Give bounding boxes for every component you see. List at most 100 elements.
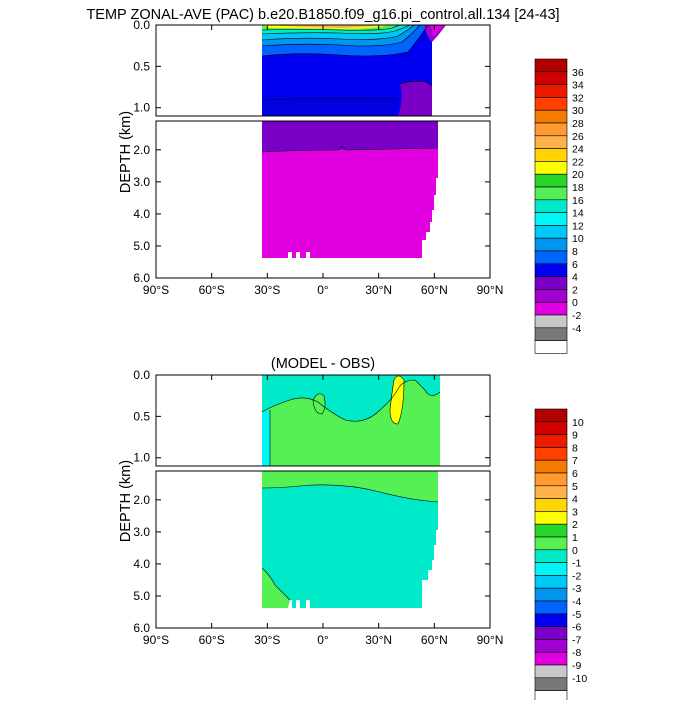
x-tick-label: 60°S <box>199 283 225 297</box>
colorbar-label: -8 <box>572 647 581 659</box>
colorbar-swatch <box>534 613 568 627</box>
y-axis-label-1: DEPTH (km) <box>118 111 134 193</box>
diff-field-lower <box>262 471 438 608</box>
colorbar-swatch <box>534 122 568 137</box>
colorbar-label: 2 <box>572 519 578 531</box>
x-tick-label: 90°N <box>477 283 504 297</box>
colorbar-swatch <box>534 485 568 499</box>
temp-field-lower <box>262 121 438 258</box>
colorbar-swatch <box>534 472 568 487</box>
y-tick-label: 4.0 <box>133 207 150 221</box>
y-tick-label: 5.0 <box>133 589 150 603</box>
y-tick-label: 5.0 <box>133 239 150 253</box>
colorbar-label: 8 <box>572 442 578 454</box>
x-tick-label: 0° <box>317 283 329 297</box>
colorbar-swatch <box>534 289 568 303</box>
y-tick-label: 6.0 <box>133 621 150 635</box>
colorbar-label: -5 <box>572 609 581 621</box>
colorbar-swatch <box>534 84 568 98</box>
colorbar-swatch <box>534 459 568 474</box>
colorbar-swatch <box>534 421 568 435</box>
colorbar-label: 3 <box>572 506 578 518</box>
temp-field-upper <box>262 25 446 116</box>
x-tick-label: 60°N <box>421 633 448 647</box>
x-tick-label: 90°N <box>477 633 504 647</box>
colorbar-label: 7 <box>572 455 578 467</box>
colorbar-swatch <box>534 135 568 149</box>
colorbar-label: -10 <box>572 673 587 685</box>
y-tick-label: 1.0 <box>133 101 150 115</box>
x-tick-label: 30°S <box>254 283 280 297</box>
colorbar-swatch <box>534 173 568 188</box>
colorbar-swatch <box>534 626 568 640</box>
colorbar-label: 26 <box>572 131 584 143</box>
x-tick-label: 30°N <box>365 633 392 647</box>
colorbar-swatch <box>534 511 568 525</box>
colorbar-label: 22 <box>572 156 584 168</box>
colorbar-label: 1 <box>572 532 578 544</box>
axes-2: 90°S 60°S 30°S 0° 30°N 60°N 90°N 0.0 0.5 1.0 2.0 3.… <box>133 368 503 647</box>
colorbar-label: 8 <box>572 246 578 258</box>
colorbar-label: 4 <box>572 494 578 506</box>
colorbar-swatch <box>534 186 568 201</box>
colorbar-swatch <box>534 690 568 704</box>
colorbar-label: 34 <box>572 80 584 92</box>
y-tick-label: 2.0 <box>133 143 150 157</box>
colorbar-swatch <box>534 447 568 461</box>
colorbar-swatch <box>534 575 568 589</box>
colorbar-label: 0 <box>572 545 578 557</box>
colorbar-swatch <box>534 639 568 653</box>
y-axis-label-2: DEPTH (km) <box>118 460 134 542</box>
colorbar-label: 32 <box>572 92 584 104</box>
x-tick-label: 0° <box>317 633 329 647</box>
colorbar-swatch <box>534 97 568 111</box>
y-tick-label: 6.0 <box>133 271 150 285</box>
colorbar-swatch <box>534 212 568 226</box>
colorbar-label: 18 <box>572 182 584 194</box>
colorbar-swatch <box>534 562 568 576</box>
x-tick-label: 30°N <box>365 283 392 297</box>
colorbar-swatch <box>534 148 568 162</box>
colorbar-swatch <box>534 549 568 563</box>
y-tick-label: 4.0 <box>133 557 150 571</box>
colorbar-swatch <box>534 314 568 329</box>
colorbar-swatch <box>534 434 568 448</box>
colorbar-swatch <box>534 340 568 354</box>
colorbar-label: 36 <box>572 67 584 79</box>
x-tick-label: 30°S <box>254 633 280 647</box>
colorbar-label: 9 <box>572 430 578 442</box>
y-tick-label: 3.0 <box>133 525 150 539</box>
colorbar-label: -2 <box>572 570 581 582</box>
colorbar-swatch <box>534 225 568 239</box>
colorbar-label: 10 <box>572 417 584 429</box>
axes-1: 90°S 60°S 30°S 0° 30°N 60°N 90°N 0.0 0.5 1.0 2.0 3.… <box>133 18 503 297</box>
colorbar-label: -3 <box>572 583 581 595</box>
colorbar-label: -4 <box>572 323 581 335</box>
colorbar-swatch <box>534 301 568 316</box>
colorbar-label: 20 <box>572 169 584 181</box>
colorbar-swatch <box>534 651 568 666</box>
x-tick-label: 90°S <box>143 283 169 297</box>
colorbar-swatch <box>534 536 568 551</box>
colorbar-swatch <box>534 523 568 538</box>
x-tick-label: 90°S <box>143 633 169 647</box>
colorbar-swatch <box>534 327 568 341</box>
y-tick-label: 3.0 <box>133 175 150 189</box>
colorbar-label: 10 <box>572 233 584 245</box>
y-tick-label: 0.5 <box>133 59 150 73</box>
y-tick-label: 1.0 <box>133 451 150 465</box>
colorbar-swatch <box>534 263 568 277</box>
colorbar-label: 30 <box>572 105 584 117</box>
y-tick-label: 0.0 <box>133 18 150 32</box>
colorbar-swatch <box>534 199 568 213</box>
colorbar-swatch <box>534 408 568 423</box>
colorbar-label: 5 <box>572 481 578 493</box>
colorbar-label: 12 <box>572 220 584 232</box>
chart-title-1: TEMP ZONAL-AVE (PAC) b.e20.B1850.f09_g16… <box>86 7 559 23</box>
colorbar-label: -2 <box>572 310 581 322</box>
colorbar-swatch <box>534 587 568 602</box>
colorbar-label: -4 <box>572 596 581 608</box>
colorbar-label: -7 <box>572 634 581 646</box>
colorbar-swatch <box>534 58 568 73</box>
